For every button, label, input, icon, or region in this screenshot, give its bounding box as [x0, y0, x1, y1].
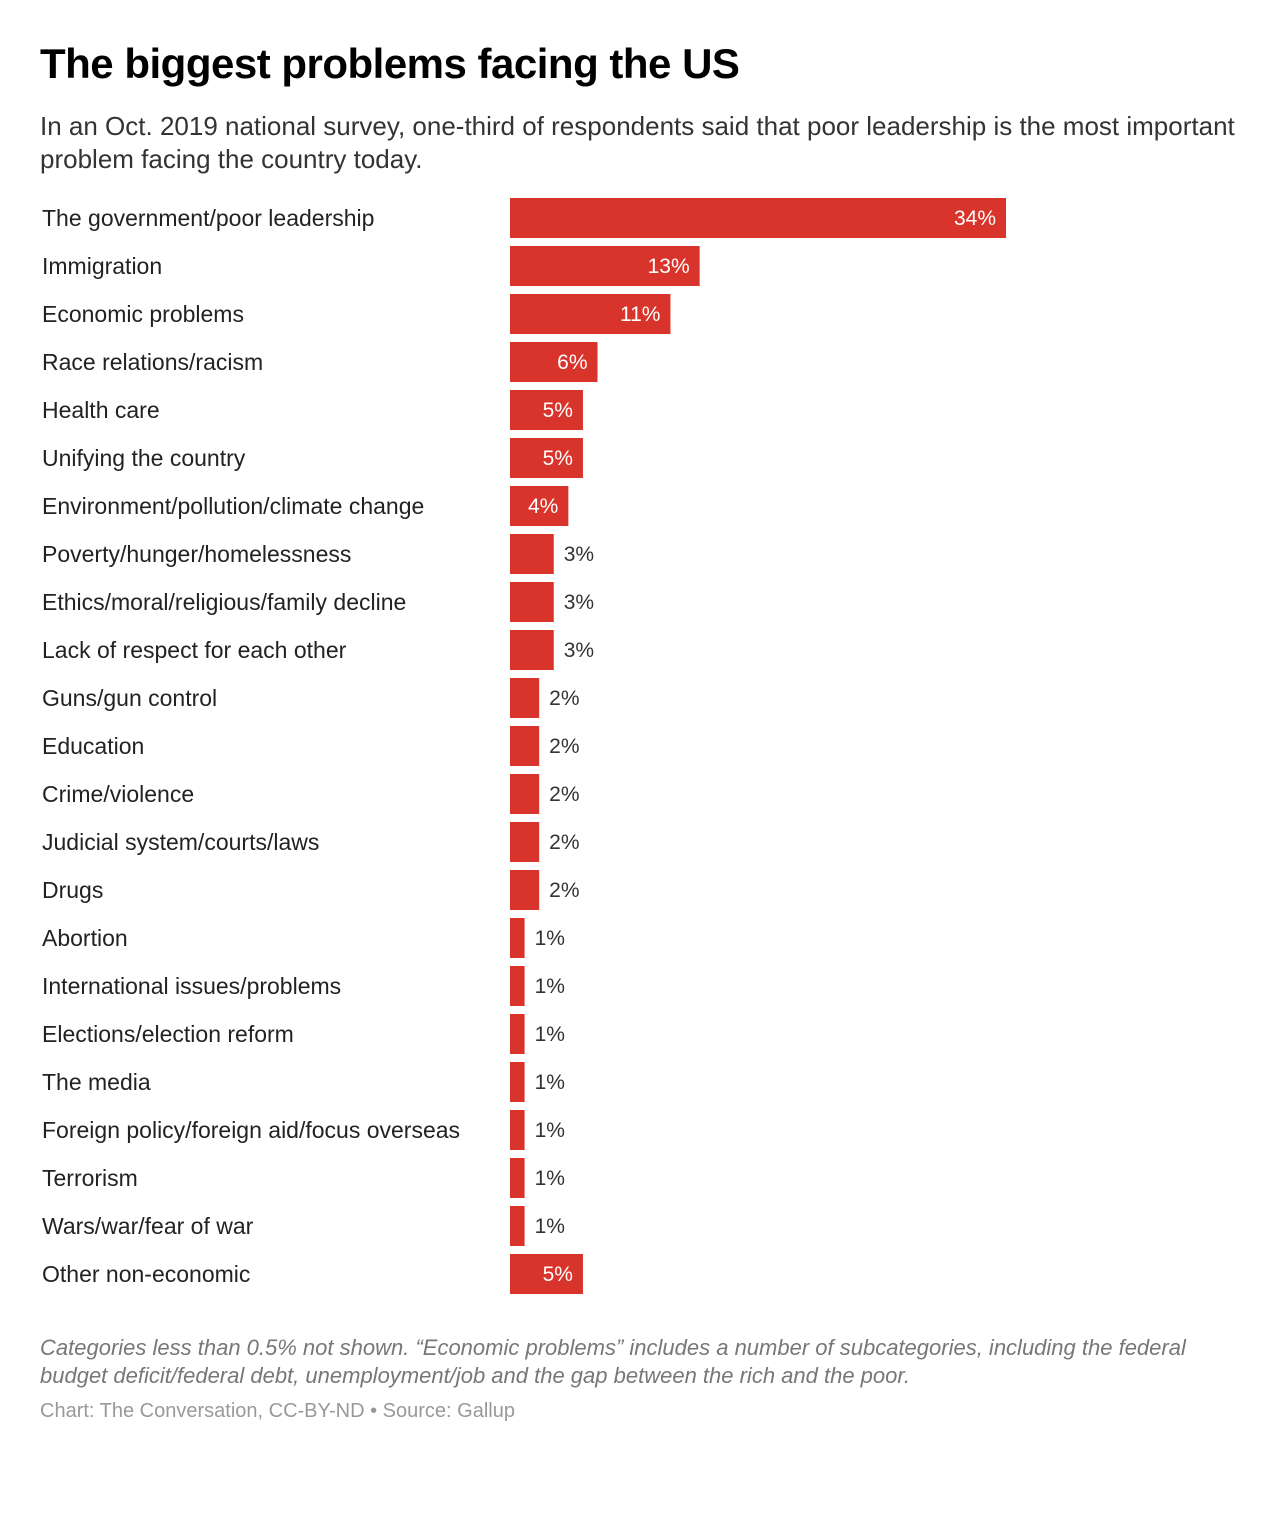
value-label: 1%	[535, 1215, 565, 1238]
bar	[510, 678, 540, 718]
bar	[510, 246, 700, 286]
value-label: 5%	[543, 447, 573, 470]
category-label: Unifying the country	[42, 445, 246, 471]
category-label: The government/poor leadership	[42, 205, 374, 231]
category-label: Terrorism	[42, 1165, 138, 1191]
category-label: Health care	[42, 397, 160, 423]
value-label: 2%	[549, 687, 579, 710]
category-label: The media	[42, 1069, 151, 1095]
bar	[510, 726, 540, 766]
value-label: 2%	[549, 879, 579, 902]
bar	[510, 1014, 525, 1054]
value-label: 2%	[549, 735, 579, 758]
bar	[510, 1206, 525, 1246]
value-label: 11%	[620, 303, 660, 326]
category-label: Drugs	[42, 877, 103, 903]
bar	[510, 1110, 525, 1150]
category-label: Elections/election reform	[42, 1021, 294, 1047]
value-label: 6%	[557, 351, 587, 374]
category-label: Judicial system/courts/laws	[42, 829, 319, 855]
category-label: Economic problems	[42, 301, 244, 327]
value-label: 1%	[535, 927, 565, 950]
category-label: Lack of respect for each other	[42, 637, 347, 663]
chart-notes: Categories less than 0.5% not shown. “Ec…	[40, 1335, 1186, 1388]
bar	[510, 342, 598, 382]
value-label: 1%	[535, 1167, 565, 1190]
value-label: 1%	[535, 975, 565, 998]
bar	[510, 966, 525, 1006]
bar	[510, 1254, 583, 1294]
bar	[510, 822, 540, 862]
category-label: International issues/problems	[42, 973, 341, 999]
value-label: 13%	[648, 255, 690, 278]
chart-title: The biggest problems facing the US	[40, 40, 740, 87]
bar	[510, 774, 540, 814]
value-label: 5%	[543, 399, 573, 422]
bar	[510, 534, 554, 574]
bar	[510, 198, 1006, 238]
value-label: 1%	[535, 1119, 565, 1142]
chart-subtitle: In an Oct. 2019 national survey, one-thi…	[40, 111, 1235, 174]
category-label: Education	[42, 733, 144, 759]
category-label: Other non-economic	[42, 1261, 250, 1287]
category-label: Foreign policy/foreign aid/focus oversea…	[42, 1117, 460, 1143]
value-label: 3%	[564, 543, 594, 566]
bar	[510, 630, 554, 670]
bar	[510, 486, 569, 526]
value-label: 34%	[954, 207, 996, 230]
bar	[510, 918, 525, 958]
category-label: Immigration	[42, 253, 162, 279]
value-label: 3%	[564, 591, 594, 614]
value-label: 4%	[528, 495, 558, 518]
value-label: 5%	[543, 1263, 573, 1286]
value-label: 1%	[535, 1023, 565, 1046]
bar	[510, 438, 583, 478]
bar	[510, 1062, 525, 1102]
category-label: Guns/gun control	[42, 685, 217, 711]
category-label: Crime/violence	[42, 781, 194, 807]
bar	[510, 294, 671, 334]
value-label: 2%	[549, 831, 579, 854]
category-label: Wars/war/fear of war	[42, 1213, 254, 1239]
category-label: Race relations/racism	[42, 349, 263, 375]
category-label: Poverty/hunger/homelessness	[42, 541, 351, 567]
value-label: 2%	[549, 783, 579, 806]
category-label: Abortion	[42, 925, 128, 951]
bar	[510, 1158, 525, 1198]
chart-credit: Chart: The Conversation, CC-BY-ND • Sour…	[40, 1400, 515, 1422]
bar-chart: The government/poor leadership 34% Immigra…	[42, 198, 1006, 1294]
bar	[510, 870, 540, 910]
category-label: Ethics/moral/religious/family decline	[42, 589, 406, 615]
bar	[510, 582, 554, 622]
value-label: 3%	[564, 639, 594, 662]
category-label: Environment/pollution/climate change	[42, 493, 424, 519]
value-label: 1%	[535, 1071, 565, 1094]
bar	[510, 390, 583, 430]
